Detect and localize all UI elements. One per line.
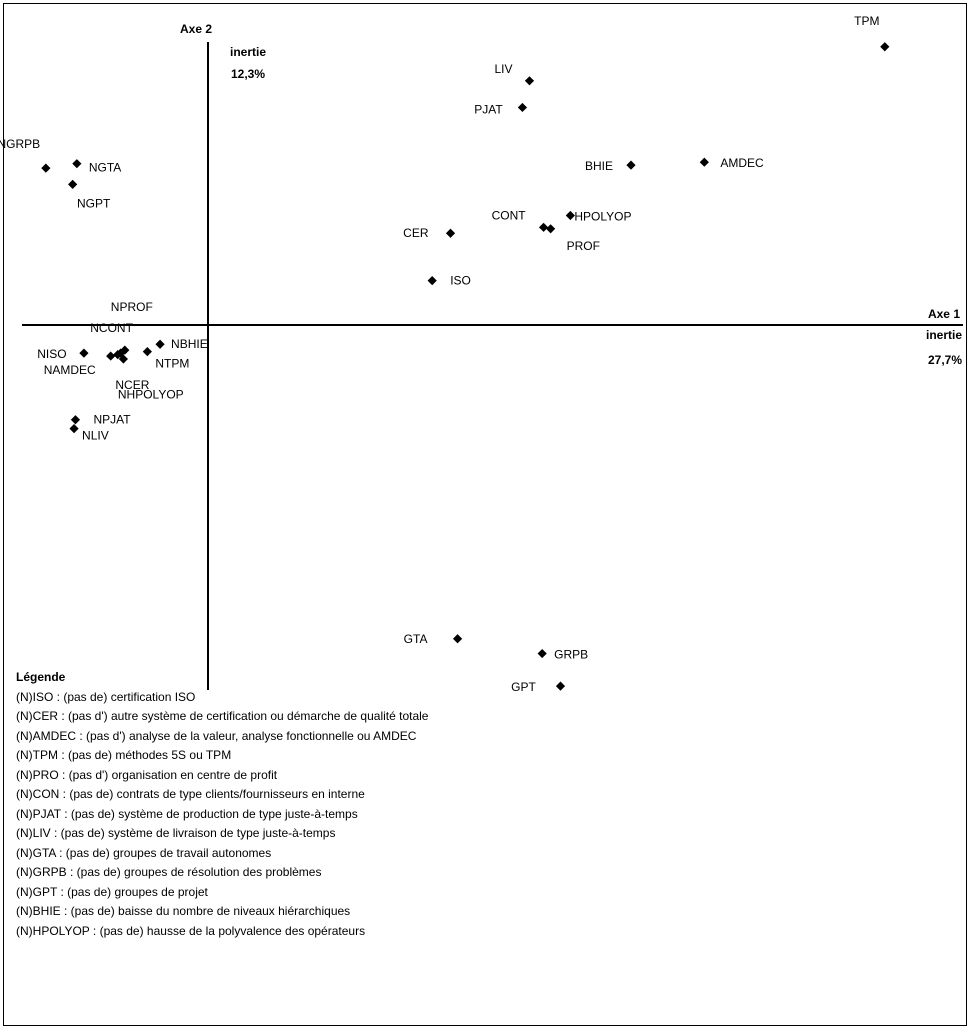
point-marker-npjat (70, 415, 81, 425)
chart-frame (3, 3, 967, 1026)
point-marker-liv (524, 76, 535, 86)
point-label-nbhie: NBHIE (171, 337, 208, 351)
point-label-gpt: GPT (511, 680, 536, 694)
y-axis-title: Axe 2 (180, 22, 212, 36)
point-marker-nhpolyop (113, 350, 123, 360)
point-label-npjat: NPJAT (93, 413, 131, 427)
point-label-amdec: AMDEC (720, 156, 764, 170)
point-marker-gpt (555, 681, 566, 691)
point-marker-pjat (517, 102, 528, 113)
legend-item: (N)PJAT : (pas de) système de production… (16, 806, 358, 821)
point-label-grpb: GRPB (554, 648, 588, 662)
y-axis-inertia-value: 12,3% (231, 67, 265, 81)
point-marker-ncer (118, 354, 128, 364)
point-marker-ntpm (142, 347, 152, 357)
legend-item: (N)GPT : (pas de) groupes de projet (16, 884, 208, 899)
point-marker-ngpt (68, 179, 78, 189)
point-marker-ngrpb (41, 163, 51, 173)
point-label-cer: CER (403, 226, 429, 240)
point-marker-amdec (699, 157, 709, 167)
point-label-ngta: NGTA (89, 161, 121, 175)
point-marker-gta (452, 634, 463, 644)
legend-item: (N)CER : (pas d') autre système de certi… (16, 709, 429, 723)
point-marker-hpolyop (565, 210, 575, 221)
legend-item: (N)CON : (pas de) contrats de type clien… (16, 787, 365, 801)
x-axis-inertia-label: inertie (926, 328, 962, 342)
legend-item: (N)AMDEC : (pas d') analyse de la valeur… (16, 728, 417, 743)
point-marker-cont (538, 222, 549, 232)
x-axis-title: Axe 1 (928, 307, 960, 321)
point-label-niso: NISO (37, 347, 66, 361)
point-label-ntpm: NTPM (155, 357, 189, 371)
legend-item: (N)LIV : (pas de) système de livraison d… (16, 826, 336, 840)
legend-item: (N)GTA : (pas de) groupes de travail aut… (16, 845, 272, 860)
point-label-ncont: NCONT (90, 321, 133, 335)
point-label-gta: GTA (404, 632, 428, 646)
point-marker-namdec (106, 351, 116, 361)
point-marker-niso (79, 348, 89, 358)
point-marker-nprof (120, 345, 130, 355)
point-label-nprof: NPROF (111, 300, 153, 314)
point-marker-iso (427, 276, 437, 286)
point-marker-cer (445, 228, 456, 238)
point-marker-grpb (537, 648, 547, 659)
point-label-tpm: TPM (854, 14, 879, 28)
point-marker-ngta (72, 159, 82, 169)
point-label-iso: ISO (450, 274, 471, 288)
point-label-bhie: BHIE (585, 159, 613, 173)
legend: Légende (N)ISO : (pas de) certification … (16, 668, 428, 941)
legend-item: (N)TPM : (pas de) méthodes 5S ou TPM (16, 748, 232, 762)
point-label-nhpolyop: NHPOLYOP (118, 388, 184, 402)
legend-item: (N)HPOLYOP : (pas de) hausse de la polyv… (16, 923, 366, 938)
legend-title: Légende (16, 670, 66, 684)
point-label-ngpt: NGPT (77, 196, 111, 210)
point-label-prof: PROF (567, 239, 600, 253)
point-marker-prof (546, 224, 556, 234)
y-axis-inertia-label: inertie (230, 45, 266, 59)
point-label-cont: CONT (492, 208, 527, 222)
point-label-namdec: NAMDEC (44, 363, 96, 377)
point-label-ncer: NCER (115, 378, 149, 392)
legend-item: (N)ISO : (pas de) certification ISO (16, 689, 196, 704)
point-marker-tpm (880, 42, 890, 52)
legend-item: (N)BHIE : (pas de) baisse du nombre de n… (16, 904, 351, 918)
legend-item: (N)GRPB : (pas de) groupes de résolution… (16, 865, 322, 879)
point-marker-nliv (69, 424, 79, 434)
points-layer: TPM LIV PJAT BHIE AMDEC HPOLYOP CONT PROF CER ISO… (0, 14, 890, 694)
x-axis-inertia-value: 27,7% (928, 353, 962, 367)
point-label-hpolyop: HPOLYOP (574, 209, 631, 223)
legend-item: (N)PRO : (pas d') organisation en centre… (16, 767, 278, 782)
point-label-liv: LIV (494, 62, 512, 76)
point-label-pjat: PJAT (474, 102, 503, 116)
point-marker-bhie (626, 160, 636, 170)
point-label-nliv: NLIV (82, 429, 109, 443)
point-marker-nbhie (155, 339, 165, 349)
point-label-ngrpb: NGRPB (0, 137, 40, 151)
